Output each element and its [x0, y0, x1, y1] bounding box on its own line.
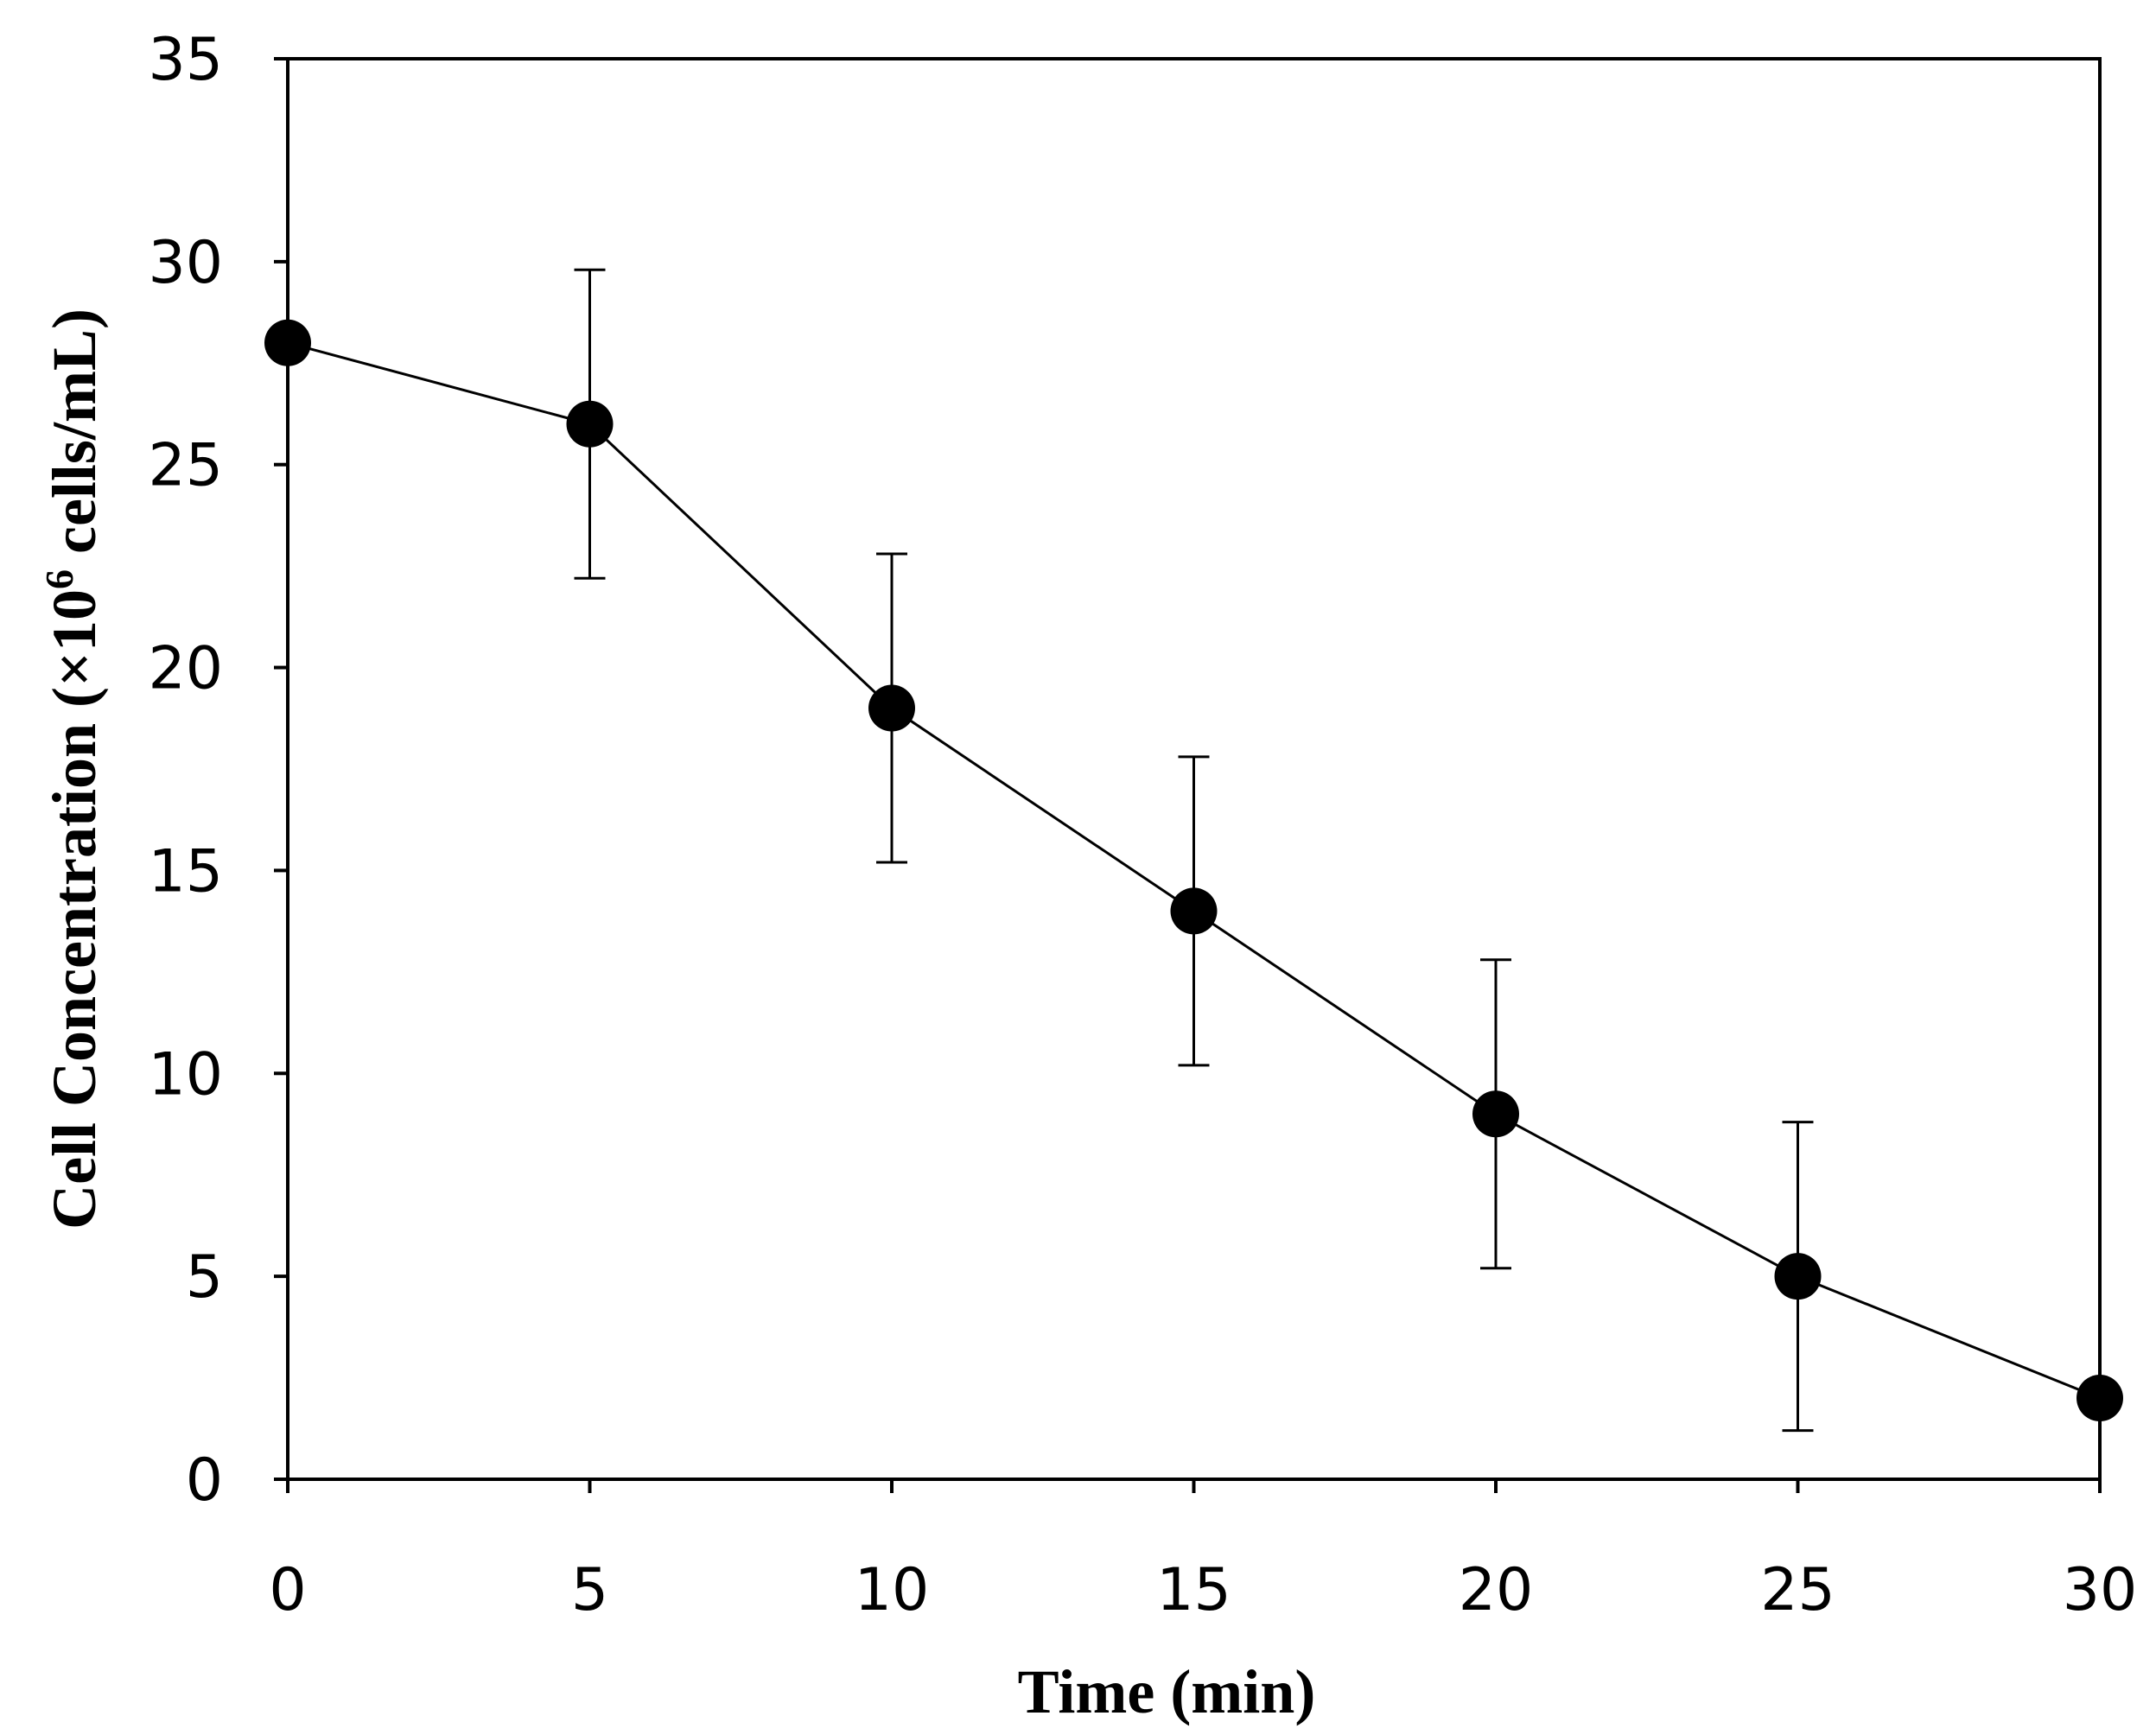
x-axis-ticks: 0 5 10 15 20 25 30	[269, 1479, 2137, 1624]
y-tick-label: 10	[148, 1040, 223, 1109]
y-tick-label: 5	[186, 1243, 223, 1312]
data-point	[1472, 1090, 1519, 1138]
x-tick-label: 5	[571, 1556, 608, 1624]
y-tick-label: 20	[148, 635, 223, 703]
data-points	[264, 319, 2123, 1422]
y-tick-label: 30	[148, 229, 223, 297]
y-tick-label: 25	[148, 432, 223, 500]
y-axis-title-superscript: 6	[37, 569, 81, 589]
y-axis-title-prefix: Cell Concentration (×10	[40, 589, 109, 1230]
data-point	[1774, 1253, 1822, 1300]
y-tick-label: 0	[186, 1446, 223, 1515]
data-point	[566, 400, 614, 448]
x-tick-label: 15	[1156, 1556, 1231, 1624]
y-axis-ticks: 0 5 10 15 20 25 30 35	[148, 26, 288, 1515]
x-tick-label: 20	[1459, 1556, 1534, 1624]
data-point	[2077, 1375, 2123, 1422]
data-point	[868, 684, 915, 732]
x-tick-label: 25	[1760, 1556, 1835, 1624]
x-tick-label: 10	[855, 1556, 930, 1624]
x-axis-title: Time (min)	[1018, 1657, 1316, 1726]
x-tick-label: 30	[2063, 1556, 2138, 1624]
error-bars	[574, 268, 1814, 1433]
data-point	[1170, 887, 1218, 935]
y-tick-label: 35	[148, 26, 223, 94]
y-axis-title: Cell Concentration (×106 cells/mL)	[37, 308, 109, 1230]
data-point	[264, 319, 311, 366]
y-tick-label: 15	[148, 837, 223, 906]
x-tick-label: 0	[269, 1556, 306, 1624]
y-axis-title-suffix: cells/mL)	[40, 308, 109, 569]
